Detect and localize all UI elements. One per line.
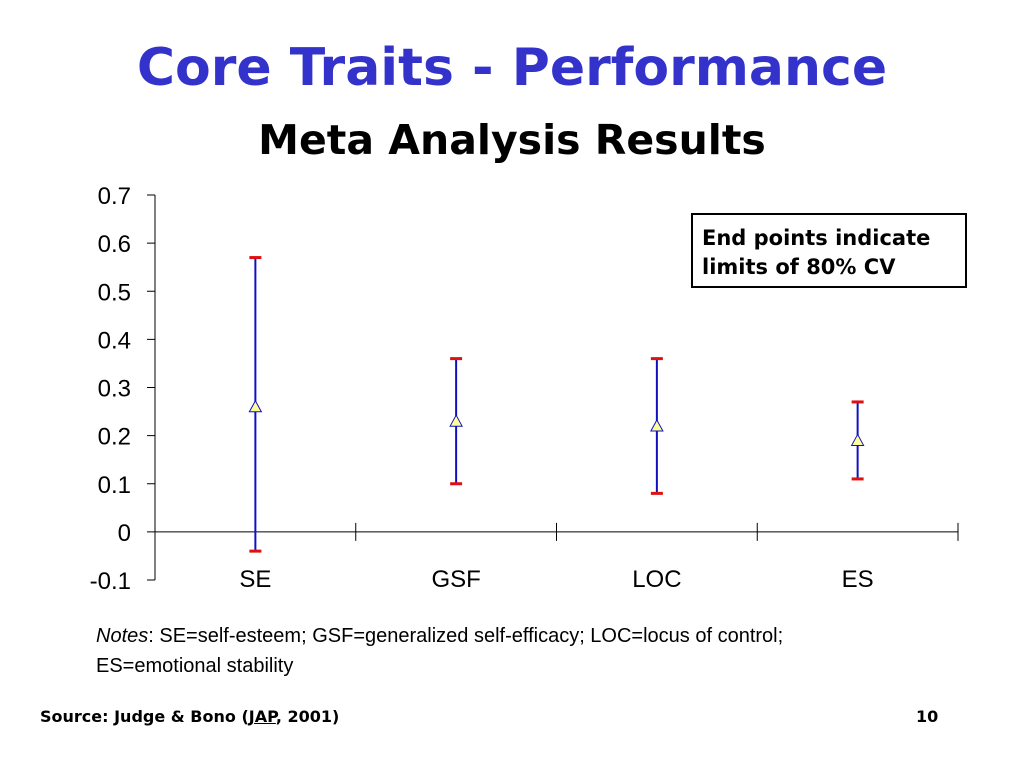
y-tick-label: 0.6 bbox=[98, 231, 131, 258]
x-category-label: ES bbox=[842, 566, 874, 593]
source-prefix: Source: Judge & Bono ( bbox=[40, 707, 249, 726]
source-suffix: , 2001) bbox=[275, 707, 340, 726]
notes-line-2: ES=emotional stability bbox=[96, 655, 294, 677]
notes-label: Notes bbox=[96, 625, 149, 647]
y-tick-label: 0.1 bbox=[98, 472, 131, 499]
notes-text: : SE=self-esteem; GSF=generalized self-e… bbox=[148, 625, 784, 647]
y-tick-label: 0.5 bbox=[98, 279, 131, 306]
data-point-marker bbox=[650, 418, 664, 432]
data-point-marker bbox=[449, 414, 463, 427]
source-citation: Source: Judge & Bono (JAP, 2001) bbox=[40, 707, 339, 726]
page-number: 10 bbox=[916, 707, 939, 726]
y-tick-label: -0.1 bbox=[90, 568, 131, 595]
data-point-marker bbox=[248, 399, 263, 413]
notes-line-1: Notes: SE=self-esteem; GSF=generalized s… bbox=[96, 621, 996, 651]
source-journal: JAP bbox=[248, 707, 276, 726]
y-tick-label: 0.2 bbox=[98, 424, 131, 451]
slide-title: Core Traits - Performance bbox=[136, 38, 888, 98]
y-tick-label: 0 bbox=[118, 520, 131, 547]
annotation-box: End points indicate limits of 80% CV bbox=[691, 213, 967, 288]
x-category-label: GSF bbox=[431, 566, 480, 593]
slide-subtitle: Meta Analysis Results bbox=[258, 116, 766, 164]
x-category-label: SE bbox=[239, 566, 271, 593]
notes-caption: Notes: SE=self-esteem; GSF=generalized s… bbox=[96, 621, 996, 681]
y-tick-label: 0.7 bbox=[98, 183, 131, 210]
data-point-marker bbox=[850, 433, 865, 446]
y-tick-label: 0.3 bbox=[98, 376, 131, 403]
y-tick-label: 0.4 bbox=[98, 327, 131, 354]
annotation-line-2: limits of 80% CV bbox=[702, 255, 896, 279]
annotation-line-1: End points indicate bbox=[702, 226, 931, 250]
x-category-label: LOC bbox=[632, 566, 681, 593]
